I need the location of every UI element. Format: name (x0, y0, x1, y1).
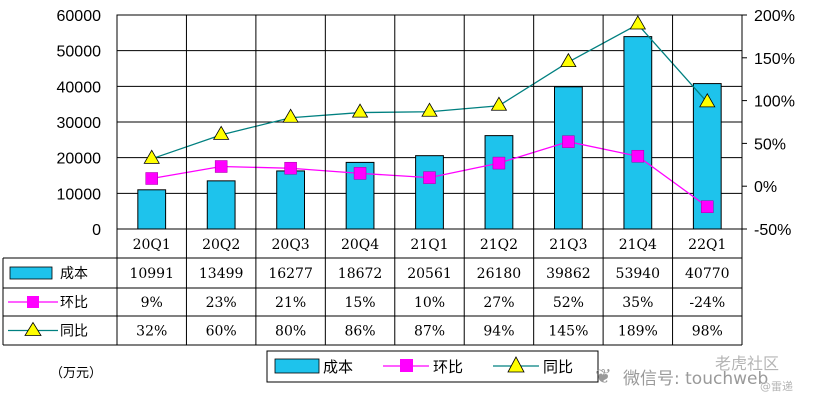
bar (554, 86, 583, 230)
legend-key-marker (400, 359, 413, 372)
data-label: 94% (483, 324, 514, 340)
legend-label: 成本 (323, 358, 353, 376)
data-point (143, 149, 160, 164)
data-label: 40770 (685, 266, 730, 282)
data-point (284, 161, 297, 175)
data-point (629, 15, 647, 30)
data-point (492, 156, 506, 170)
unit-label: （万元） (50, 366, 103, 381)
bar (484, 135, 514, 230)
y2-tick-label: 150% (754, 51, 795, 68)
data-point (631, 149, 645, 163)
category-label: 20Q2 (202, 237, 240, 253)
data-point (490, 96, 508, 111)
y2-tick-label: 50% (754, 136, 786, 153)
data-label: 32% (136, 324, 167, 340)
watermark-text: 微信号: touchweb (623, 369, 769, 389)
category-label: 21Q1 (410, 237, 448, 253)
data-label: 27% (483, 295, 514, 311)
data-label: 18672 (338, 266, 383, 282)
data-label: 13499 (199, 266, 244, 282)
category-label: 21Q4 (619, 237, 657, 253)
data-point (562, 135, 575, 148)
data-label: 87% (414, 324, 445, 340)
data-label: 15% (344, 295, 375, 311)
category-label: 21Q2 (480, 237, 518, 253)
data-point (145, 172, 158, 185)
data-point (212, 125, 230, 140)
data-point (353, 167, 367, 180)
y-tick-label: 40000 (57, 79, 102, 96)
legend: 成本 环比 同比 (266, 350, 599, 383)
legend-key (274, 358, 320, 374)
bar (137, 189, 167, 230)
bar (623, 36, 653, 230)
data-point (699, 93, 716, 108)
data-label: 10% (414, 295, 445, 311)
bar (206, 180, 236, 230)
data-point (560, 52, 577, 68)
table-key-marker (24, 321, 42, 336)
series-name: 同比 (60, 324, 88, 340)
data-label: 53940 (616, 266, 661, 282)
data-label: 52% (553, 295, 584, 311)
category-label: 22Q1 (688, 237, 726, 253)
data-label: 60% (206, 324, 237, 340)
data-point (423, 171, 436, 184)
category-label: 20Q4 (341, 237, 379, 253)
y2-tick-label: 0% (754, 179, 777, 196)
y-tick-label: 60000 (57, 8, 102, 25)
data-label: 23% (206, 295, 237, 311)
data-point (421, 102, 438, 117)
data-label: 9% (141, 295, 163, 311)
data-point (282, 108, 299, 123)
legend-label: 环比 (433, 358, 463, 376)
data-label: 35% (622, 295, 653, 311)
series-name: 成本 (60, 266, 88, 282)
data-table: 20Q1 20Q2 20Q3 20Q4 21Q1 21Q2 21Q3 21Q4 22Q1 成本 10… (2, 15, 743, 346)
table-key (9, 266, 53, 280)
y2-tick-label: 200% (754, 8, 795, 25)
y-tick-label: 0 (92, 222, 101, 239)
data-label: 21% (275, 295, 306, 311)
data-label: 20561 (407, 266, 452, 282)
y-tick-label: 50000 (57, 44, 102, 61)
y-tick-label: 30000 (57, 115, 102, 132)
table-key-marker (27, 296, 39, 308)
data-label: 86% (344, 324, 375, 340)
data-point (701, 200, 714, 213)
legend-label: 同比 (543, 358, 573, 376)
data-label: 16277 (268, 266, 313, 282)
wechat-icon: ❦ (595, 364, 612, 388)
y2-tick-label: 100% (754, 94, 795, 111)
data-label: -24% (689, 295, 725, 311)
category-label: 20Q3 (272, 237, 310, 253)
y-tick-label: 10000 (57, 186, 102, 203)
y2-tick-label: -50% (754, 222, 791, 239)
watermark: ❦ 微信号: touchweb 老虎社区 @雷递 (595, 354, 795, 396)
data-label: 39862 (546, 266, 591, 282)
category-label: 21Q3 (549, 237, 587, 253)
data-label: 189% (618, 324, 658, 340)
y-tick-label: 20000 (57, 151, 102, 168)
data-label: 98% (692, 324, 723, 340)
series-name: 环比 (60, 295, 88, 311)
watermark-logo-sub: @雷递 (760, 380, 793, 393)
data-point (351, 103, 369, 118)
data-label: 10991 (129, 266, 174, 282)
bar (276, 170, 306, 230)
data-label: 80% (275, 324, 306, 340)
data-label: 26180 (477, 266, 522, 282)
data-label: 145% (548, 324, 588, 340)
bar (415, 155, 444, 230)
legend-box (266, 350, 599, 383)
legend-key-marker (507, 356, 525, 373)
bar-series (137, 36, 722, 230)
data-point (214, 160, 228, 173)
line-series (143, 15, 716, 213)
category-label: 20Q1 (133, 237, 171, 253)
watermark-logo: 老虎社区 (715, 354, 780, 373)
